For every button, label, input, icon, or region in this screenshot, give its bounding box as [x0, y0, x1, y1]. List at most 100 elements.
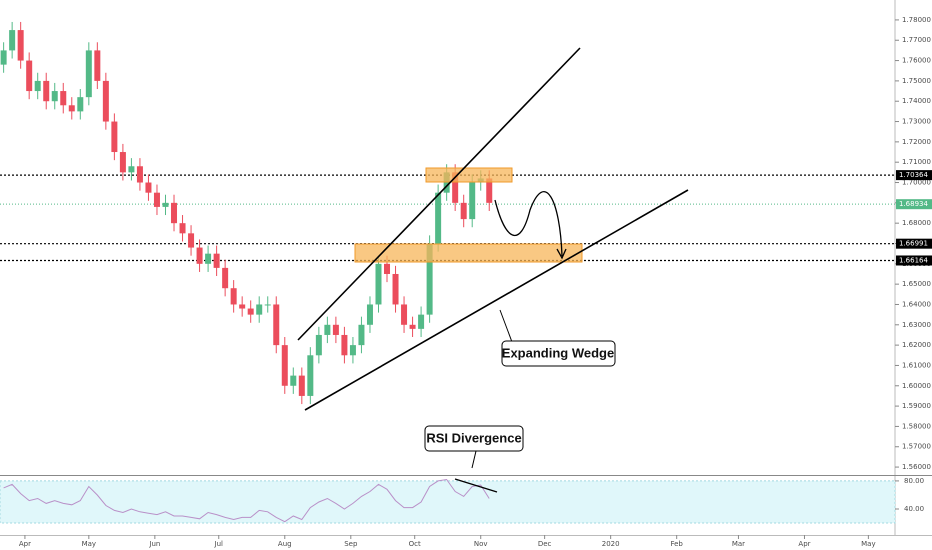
x-tick-label: Feb [670, 540, 683, 548]
candle-body [213, 253, 220, 268]
candle-body [9, 30, 16, 51]
candle-body [51, 91, 58, 102]
y-tick-label: 1.63000 [902, 321, 931, 329]
y-tick-label: 40.00 [904, 505, 924, 513]
candle-body [358, 324, 365, 346]
y-tick-label: 80.00 [904, 477, 924, 485]
candle-body [324, 324, 331, 335]
candle-body [392, 273, 399, 305]
y-tick-label: 1.62000 [902, 341, 931, 349]
candle-body [179, 223, 186, 234]
candle-body [418, 314, 425, 329]
candle-body [222, 267, 229, 289]
candle-body [298, 375, 305, 396]
candle-body [384, 263, 391, 274]
y-tick-label: 1.56000 [902, 463, 931, 471]
x-tick-label: May [861, 540, 875, 548]
y-tick-label: 1.74000 [902, 97, 931, 105]
x-tick-label: Aug [278, 540, 292, 548]
candle-body [68, 105, 75, 112]
candle-body [264, 304, 271, 306]
candle-body [469, 182, 476, 220]
level-tag [896, 238, 932, 249]
x-tick-label: 2020 [602, 540, 620, 548]
candle-body [60, 91, 67, 106]
y-tick-label: 1.57000 [902, 443, 931, 451]
annotation: RSI Divergence [426, 430, 521, 445]
last-price-tag [896, 199, 932, 210]
candle-body [247, 308, 254, 315]
candle-body [256, 304, 263, 315]
candle-body [119, 152, 126, 173]
candle-body [230, 288, 237, 305]
x-tick-label: Jul [214, 540, 224, 548]
candle-body [136, 166, 143, 183]
y-tick-label: 1.61000 [902, 361, 931, 369]
x-tick-label: Mar [732, 540, 745, 548]
candle-body [94, 50, 101, 81]
wedge-upper-line [297, 47, 581, 341]
level-label: 1.66164 [899, 256, 928, 264]
candle-body [315, 334, 322, 356]
candle-body [366, 304, 373, 325]
y-tick-label: 1.78000 [902, 16, 931, 24]
candle-body [196, 247, 203, 264]
candle-body [77, 97, 84, 112]
level-label: 1.66991 [899, 240, 928, 248]
candle-body [17, 30, 24, 61]
candle-body [153, 192, 160, 207]
candle-body [341, 334, 348, 356]
y-tick-label: 1.72000 [902, 138, 931, 146]
candle-body [102, 80, 109, 122]
y-tick-label: 1.59000 [902, 402, 931, 410]
rsi-line [3, 478, 490, 523]
candle-body [307, 355, 314, 396]
y-tick-label: 1.70000 [902, 179, 931, 187]
support-zone [354, 243, 583, 263]
level-label: 1.70364 [899, 171, 928, 179]
candle-body [426, 243, 433, 315]
y-tick-label: 1.77000 [902, 36, 931, 44]
candle-body [443, 172, 450, 193]
candle-body [452, 172, 459, 203]
callout-box [501, 340, 616, 367]
x-tick-label: Oct [409, 540, 421, 548]
candle-body [239, 304, 246, 309]
candle-body [290, 375, 297, 386]
candle-body [26, 60, 33, 92]
candle-body [375, 263, 382, 305]
candle-body [409, 324, 416, 329]
candle-body [85, 50, 92, 98]
level-tag [896, 255, 932, 266]
candle-body [205, 253, 212, 264]
candle-body [34, 80, 41, 92]
candle-body [145, 182, 152, 193]
candle-body [0, 50, 7, 65]
y-tick-label: 1.76000 [902, 57, 931, 65]
projection-arrow [556, 248, 567, 260]
candle-body [273, 304, 280, 346]
projection-path [494, 191, 563, 257]
x-tick-label: Jun [148, 540, 160, 548]
candle-body [332, 324, 339, 335]
y-tick-label: 1.71000 [902, 158, 931, 166]
candle-body [486, 178, 493, 203]
x-tick-label: Nov [474, 540, 488, 548]
candle-body [188, 233, 195, 248]
y-tick-label: 1.58000 [902, 422, 931, 430]
x-tick-label: Apr [798, 540, 810, 548]
x-tick-label: Sep [344, 540, 358, 548]
rsi-band [0, 480, 896, 524]
candle-body [349, 345, 356, 356]
resistance-zone [425, 167, 513, 183]
callout-pointer [471, 450, 477, 469]
level-tag [896, 170, 932, 181]
candle-body [111, 121, 118, 153]
candle-body [401, 304, 408, 325]
x-tick-label: Dec [538, 540, 552, 548]
callout-pointer [499, 309, 513, 343]
y-tick-label: 1.65000 [902, 280, 931, 288]
callout-box [424, 425, 524, 452]
